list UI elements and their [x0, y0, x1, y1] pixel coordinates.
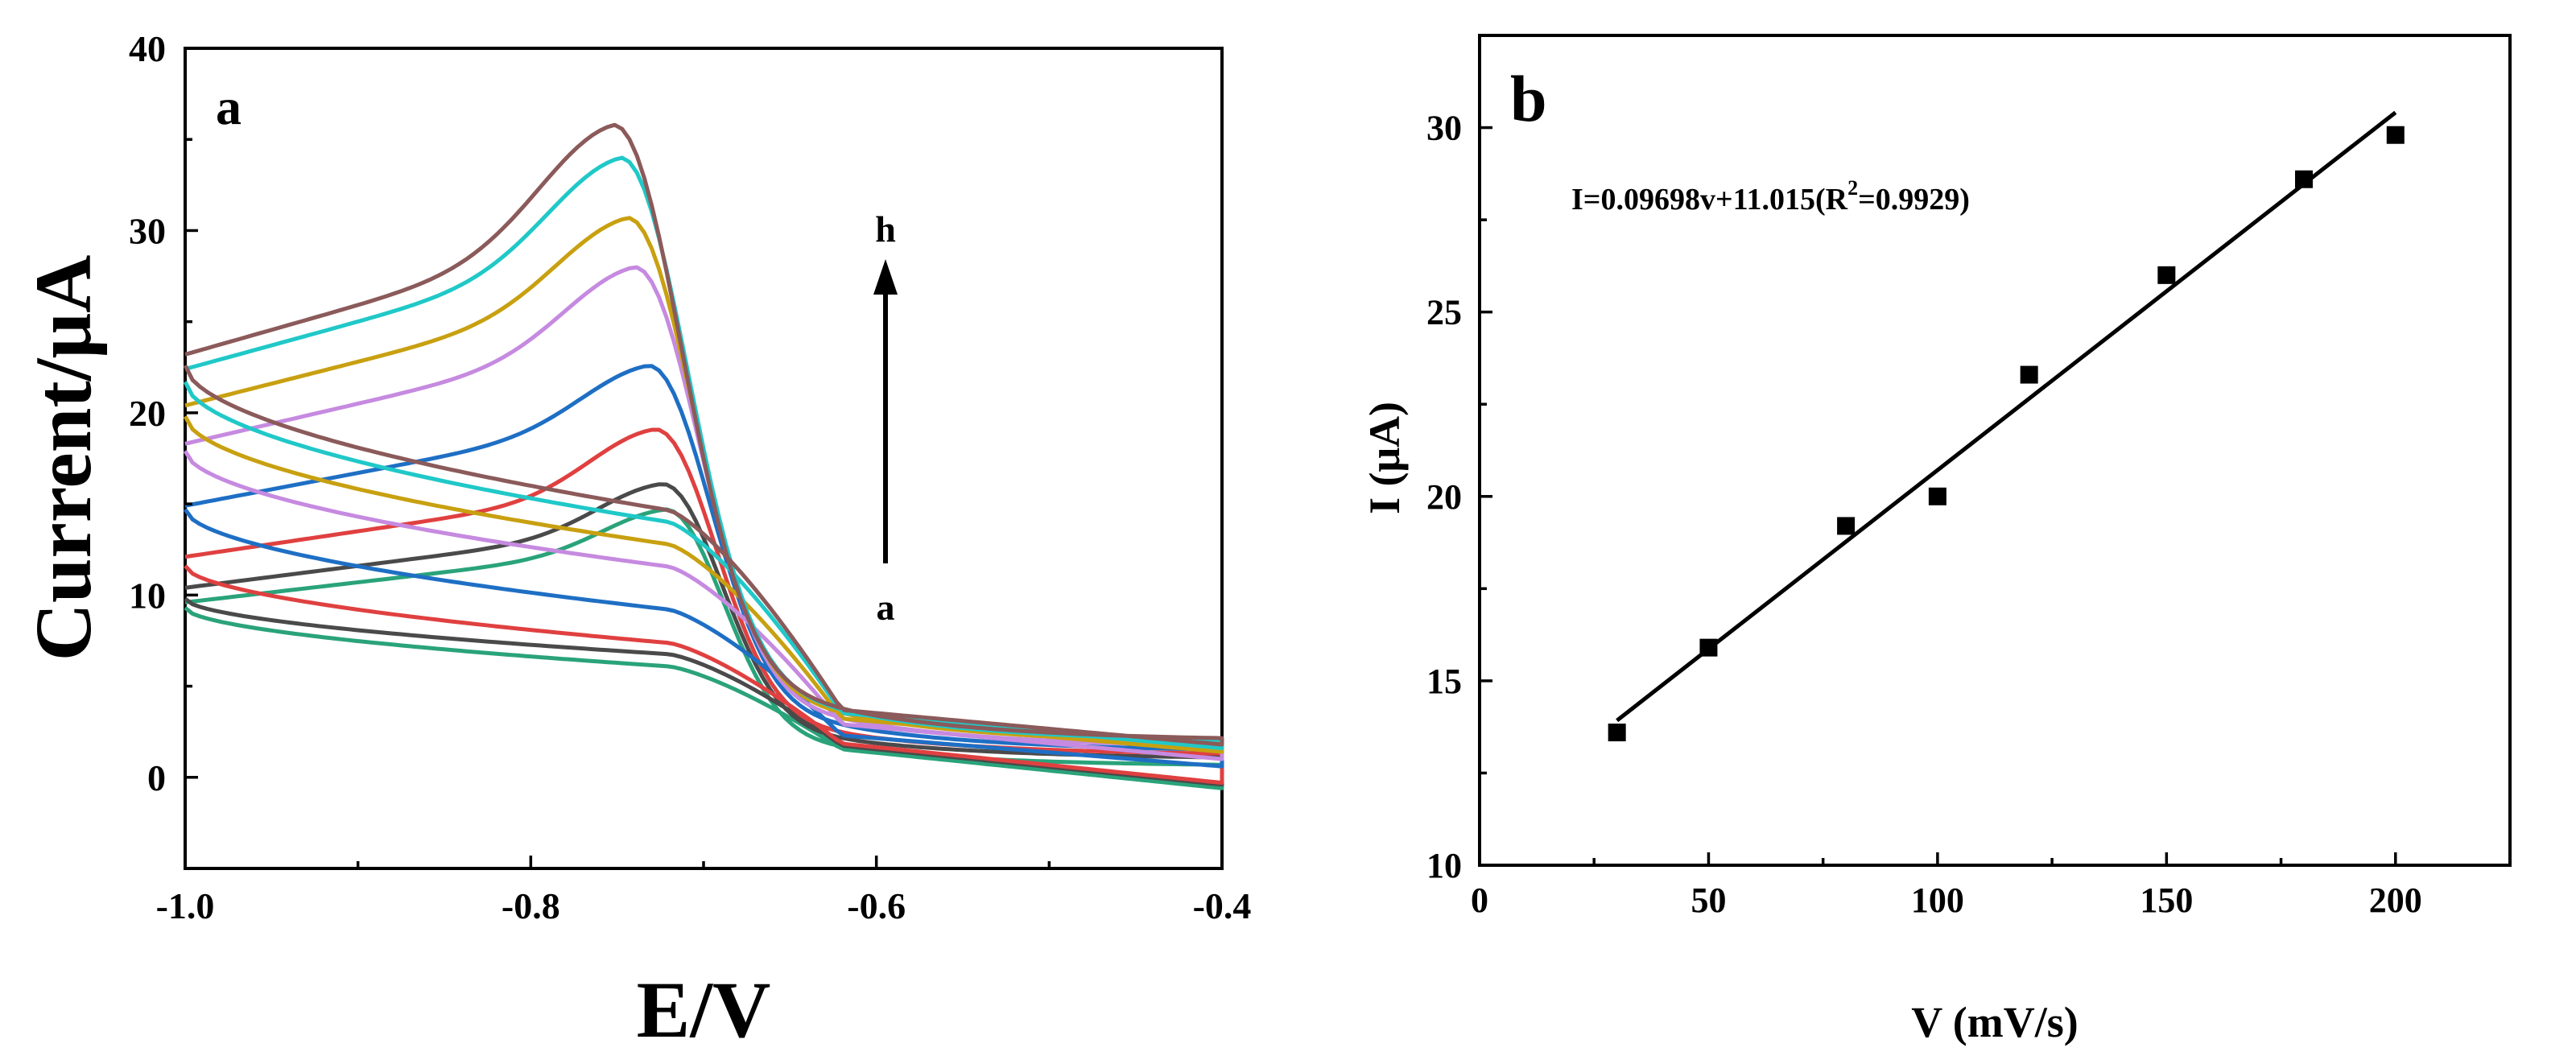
panel-b-y-tick-label: 30 [1426, 109, 1462, 148]
cv-curve-h [183, 122, 1224, 747]
panel-b-x-tick-label: 0 [1471, 881, 1488, 920]
panel-a-curves [183, 122, 1224, 790]
panel-a-y-tick-label: 20 [129, 393, 166, 434]
panel-b-fit-line [1616, 110, 2397, 723]
panel-a-y-tick-label: 30 [129, 210, 166, 251]
data-point [2020, 365, 2038, 384]
panel-b-x-axis-label: V (mV/s) [1911, 998, 2078, 1046]
panel-b-y-tick-label: 25 [1426, 293, 1462, 332]
panel-b-x-tick-label: 50 [1690, 881, 1726, 920]
panel-a-cv-chart: -1.0 -0.8 -0.6 -0.4 0 10 20 30 40 a h a E/V Cur… [19, 28, 1251, 1054]
panel-b-y-tick-label: 15 [1426, 662, 1462, 701]
panel-b-y-tick-label: 20 [1426, 477, 1462, 517]
panel-a-x-ticks: -1.0 -0.8 -0.6 -0.4 [156, 856, 1252, 926]
data-point [2386, 126, 2405, 144]
panel-a-x-tick-label: -0.8 [502, 885, 560, 926]
data-point [1608, 724, 1626, 742]
panel-b-x-tick-label: 150 [2140, 881, 2193, 920]
data-point [1837, 517, 1856, 535]
fit-equation-superscript: 2 [1847, 176, 1858, 200]
fit-equation-prefix: I=0.09698v+11.015(R [1571, 183, 1848, 217]
panel-b-linear-fit-chart: 0 50 100 150 200 10 15 20 25 30 b I=0.09698v+11.… [1360, 34, 2512, 1046]
panel-a-y-tick-label: 40 [129, 28, 166, 69]
panel-a-x-tick-label: -0.6 [847, 885, 906, 926]
panel-a-label: a [216, 78, 242, 135]
arrow-label-top: h [875, 208, 896, 250]
panel-a-x-tick-label: -1.0 [156, 885, 215, 926]
data-point [1928, 487, 1946, 505]
panel-b-x-tick-label: 100 [1911, 881, 1964, 920]
fit-equation-suffix: =0.9929) [1858, 183, 1970, 217]
panel-a-x-tick-label: -0.4 [1193, 885, 1252, 926]
panel-b-y-axis-label: I (μA) [1360, 402, 1409, 514]
panel-b-x-ticks: 0 50 100 150 200 [1471, 852, 2422, 920]
panel-a-y-axis-label: Current/μA [19, 255, 108, 662]
panel-a-y-ticks: 0 10 20 30 40 [129, 28, 198, 798]
panel-a-x-axis-label: E/V [637, 965, 771, 1054]
panel-b-x-tick-label: 200 [2369, 881, 2422, 920]
arrow-label-bottom: a [877, 587, 895, 628]
data-point [2295, 170, 2313, 188]
scan-rate-arrow-head [873, 259, 898, 295]
panel-b-points [1608, 126, 2405, 742]
linear-fit-line [1616, 110, 2397, 723]
data-point [2157, 266, 2176, 284]
fit-equation: I=0.09698v+11.015(R2=0.9929) [1571, 176, 1970, 217]
panel-b-y-ticks: 10 15 20 25 30 [1426, 109, 1492, 885]
panel-a-y-tick-label: 0 [147, 757, 166, 798]
data-point [1699, 638, 1718, 657]
panel-b-label: b [1510, 62, 1547, 135]
panel-b-y-tick-label: 10 [1426, 846, 1462, 885]
panel-b-plot-frame [1478, 34, 2512, 867]
panel-a-y-tick-label: 10 [129, 575, 166, 616]
